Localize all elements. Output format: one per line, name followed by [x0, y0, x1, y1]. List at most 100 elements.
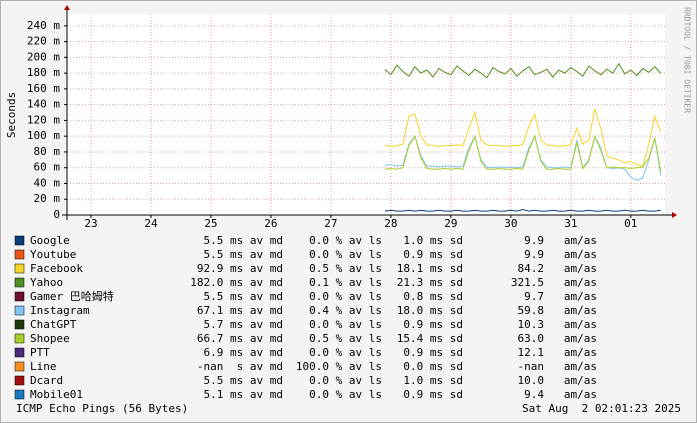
legend-stat: 0.0 ms sd — [403, 360, 463, 373]
legend-swatch — [14, 277, 25, 288]
y-tick-label: 0 — [53, 208, 60, 221]
legend-stat: 182.0 ms av md — [190, 276, 283, 289]
legend-swatch — [14, 235, 25, 246]
legend-label: Facebook — [30, 262, 83, 275]
legend-label: Shopee — [30, 332, 70, 345]
y-tick-label: 40 m — [34, 176, 61, 189]
legend-swatch — [14, 263, 25, 274]
y-tick-label: 80 m — [34, 145, 61, 158]
legend-stat: 18.0 ms sd — [397, 304, 463, 317]
y-tick-label: 140 m — [27, 98, 60, 111]
x-tick-label: 01 — [624, 217, 637, 230]
series-line — [384, 62, 662, 79]
legend-label: ChatGPT — [30, 318, 77, 331]
legend-stat: 100.0 % av ls — [296, 360, 382, 373]
legend-stat: 1.0 ms sd — [403, 374, 463, 387]
legend-stat: 0.8 ms sd — [403, 290, 463, 303]
legend-stat: 0.9 ms sd — [403, 346, 463, 359]
y-tick-label: 100 m — [27, 129, 60, 142]
x-tick-label: 23 — [84, 217, 97, 230]
series-line — [384, 134, 662, 172]
legend-swatch — [14, 361, 25, 372]
legend-swatch — [14, 305, 25, 316]
x-tick-label: 31 — [564, 217, 577, 230]
legend-stat: 67.1 ms av md — [197, 304, 283, 317]
legend-stat: 66.7 ms av md — [197, 332, 283, 345]
legend-swatch — [14, 347, 25, 358]
y-tick-label: 120 m — [27, 113, 60, 126]
x-tick-label: 24 — [144, 217, 158, 230]
legend-stat: -nan am/as — [518, 360, 597, 373]
plot-area — [67, 14, 665, 215]
legend-swatch — [14, 291, 25, 302]
legend-stat: 0.0 % av ls — [309, 374, 382, 387]
legend-stat: 0.9 ms sd — [403, 318, 463, 331]
legend-label: Dcard — [30, 374, 63, 387]
legend-stat: 63.0 am/as — [518, 332, 597, 345]
legend-stat: 5.5 ms av md — [204, 290, 283, 303]
legend-stat: 92.9 ms av md — [197, 262, 283, 275]
series-line — [384, 134, 662, 181]
y-axis-title: Seconds — [5, 92, 18, 138]
legend-stat: 0.0 % av ls — [309, 388, 382, 401]
legend-stat: 9.4 am/as — [524, 388, 597, 401]
y-arrow — [64, 5, 70, 10]
legend-swatch — [14, 375, 25, 386]
legend-swatch — [14, 249, 25, 260]
legend-stat: 10.0 am/as — [518, 374, 597, 387]
legend-stat: 0.0 % av ls — [309, 234, 382, 247]
legend-stat: 0.0 % av ls — [309, 290, 382, 303]
x-tick-label: 30 — [504, 217, 517, 230]
legend-label: Instagram — [30, 304, 90, 317]
legend-stat: 21.3 ms sd — [397, 276, 463, 289]
legend-stat: 0.9 ms sd — [403, 388, 463, 401]
footer-right: Sat Aug 2 02:01:23 2025 — [522, 402, 681, 415]
legend-stat: 18.1 ms sd — [397, 262, 463, 275]
legend-stat: 0.4 % av ls — [309, 304, 382, 317]
legend-stat: 5.1 ms av md — [204, 388, 283, 401]
y-tick-label: 220 m — [27, 35, 60, 48]
legend-swatch — [14, 319, 25, 330]
legend-stat: 59.8 am/as — [518, 304, 597, 317]
legend-stat: 9.9 am/as — [524, 234, 597, 247]
series-line — [384, 208, 661, 212]
x-tick-label: 25 — [204, 217, 217, 230]
footer-left: ICMP Echo Pings (56 Bytes) — [16, 402, 188, 415]
legend-stat: 6.9 ms av md — [204, 346, 283, 359]
legend-stat: 5.5 ms av md — [204, 248, 283, 261]
legend-label: Gamer 巴哈姆特 — [30, 289, 114, 303]
legend-stat: 5.5 ms av md — [204, 374, 283, 387]
legend-stat: 15.4 ms sd — [397, 332, 463, 345]
y-tick-label: 160 m — [27, 82, 60, 95]
x-arrow — [672, 212, 677, 218]
legend-stat: 84.2 am/as — [518, 262, 597, 275]
legend-stat: 5.7 ms av md — [204, 318, 283, 331]
legend-stat: 0.5 % av ls — [309, 332, 382, 345]
legend-stat: 321.5 am/as — [511, 276, 597, 289]
legend-stat: 10.3 am/as — [518, 318, 597, 331]
y-tick-label: 60 m — [34, 161, 61, 174]
legend-stat: 12.1 am/as — [518, 346, 597, 359]
legend-label: PTT — [30, 346, 50, 359]
legend-stat: 0.0 % av ls — [309, 346, 382, 359]
legend-label: Line — [30, 360, 57, 373]
y-tick-label: 200 m — [27, 50, 60, 63]
legend-stat: -nan s av md — [197, 360, 283, 373]
legend-stat: 9.7 am/as — [524, 290, 597, 303]
legend-stat: 5.5 ms av md — [204, 234, 283, 247]
x-tick-label: 27 — [324, 217, 337, 230]
legend-stat: 0.5 % av ls — [309, 262, 382, 275]
legend-stat: 9.9 am/as — [524, 248, 597, 261]
legend-swatch — [14, 333, 25, 344]
legend-stat: 0.0 % av ls — [309, 248, 382, 261]
side-label: RRDTOOL / TOBI OETIKER — [683, 7, 692, 113]
legend-label: Yahoo — [30, 276, 63, 289]
x-tick-label: 26 — [264, 217, 277, 230]
y-tick-label: 240 m — [27, 19, 60, 32]
legend-swatch — [14, 389, 25, 400]
legend-label: Youtube — [30, 248, 76, 261]
legend-label: Mobile01 — [30, 388, 83, 401]
legend-label: Google — [30, 234, 70, 247]
x-tick-label: 29 — [444, 217, 457, 230]
